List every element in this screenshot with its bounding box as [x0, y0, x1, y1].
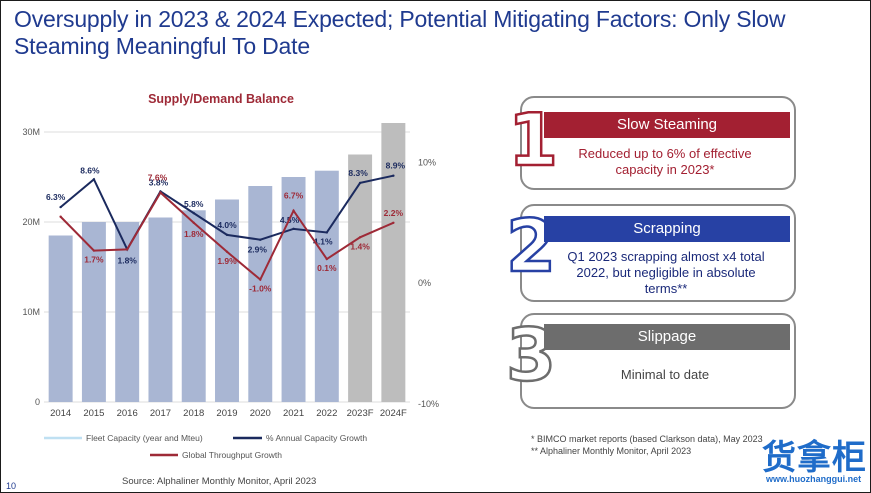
throughput-growth-data-label: -1.0% [249, 284, 272, 294]
capacity-growth-data-label: 8.3% [348, 168, 368, 178]
throughput-growth-data-label: 6.7% [284, 191, 304, 201]
y-left-tick-label: 0 [35, 397, 40, 407]
x-tick-label: 2018 [183, 408, 204, 419]
x-tick-label: 2015 [83, 408, 104, 419]
throughput-growth-point [192, 221, 195, 224]
throughput-growth-point [92, 249, 96, 252]
capacity-growth-point [92, 178, 96, 181]
y-left-tick-label: 20M [22, 217, 40, 227]
footnote-bimco: * BIMCO market reports (based Clarkson d… [531, 434, 763, 444]
capacity-growth-point [192, 211, 195, 215]
throughput-growth-data-label: 1.9% [217, 256, 237, 266]
capacity-growth-point [325, 231, 329, 234]
x-tick-label: 2014 [50, 408, 71, 419]
panel-text-slow-steaming: Reduced up to 6% of effective capacity i… [578, 146, 752, 177]
x-tick-label: 2022 [316, 408, 337, 419]
bar [115, 222, 140, 402]
panel-heading-scrapping: Scrapping [544, 216, 790, 242]
slide-title: Oversupply in 2023 & 2024 Expected; Pote… [14, 6, 786, 59]
chart-title: Supply/Demand Balance [148, 92, 294, 106]
bar [81, 222, 106, 402]
throughput-growth-point [225, 250, 229, 253]
bar [381, 123, 406, 402]
panel-slow-steaming [520, 96, 796, 190]
throughput-growth-data-label: 2.2% [384, 208, 404, 218]
capacity-growth-point [292, 227, 295, 231]
bar [148, 217, 173, 402]
y-left-tick-label: 30M [22, 127, 40, 137]
panel-heading-slow-steaming: Slow Steaming [544, 112, 790, 138]
capacity-growth-point [392, 174, 395, 177]
x-tick-label: 2020 [250, 408, 271, 419]
capacity-growth-data-label: 4.1% [313, 236, 333, 246]
capacity-growth-data-label: 5.8% [184, 199, 204, 209]
bar [248, 186, 273, 402]
y-right-tick-label: -10% [418, 399, 439, 409]
capacity-growth-point [59, 205, 62, 209]
throughput-growth-data-label: 7.6% [148, 173, 168, 183]
throughput-growth-point [292, 209, 295, 212]
bar [314, 170, 339, 402]
legend-label-capacity: % Annual Capacity Growth [266, 433, 367, 443]
y-right-tick-label: 0% [418, 278, 431, 288]
throughput-growth-point [325, 257, 329, 261]
capacity-growth-point [259, 238, 262, 241]
legend-label-throughput: Global Throughput Growth [182, 450, 282, 460]
capacity-growth-data-label: 6.3% [46, 192, 66, 202]
panel-text-scrapping: Q1 2023 scrapping almost x4 total 2022, … [567, 249, 765, 296]
logo-url: www.huozhanggui.net [766, 474, 862, 484]
throughput-growth-point [59, 215, 62, 218]
capacity-growth-point [225, 233, 229, 237]
x-tick-label: 2016 [117, 408, 138, 419]
bar [215, 199, 239, 402]
legend-label-fleet: Fleet Capacity (year and Mteu) [86, 433, 203, 443]
throughput-growth-data-label: 1.8% [184, 229, 204, 239]
capacity-growth-data-label: 8.9% [386, 161, 406, 171]
capacity-growth-data-label: 3.8% [149, 177, 169, 187]
throughput-growth-data-label: 1.4% [350, 241, 370, 251]
x-tick-label: 2021 [283, 408, 304, 419]
chart-source: Source: Alphaliner Monthly Monitor, Apri… [122, 476, 317, 487]
capacity-growth-data-label: 2.9% [248, 245, 268, 255]
y-right-tick-label: 10% [418, 157, 436, 167]
footnote-alphaliner: ** Alphaliner Monthly Monitor, April 202… [531, 446, 692, 456]
x-tick-label: 2024F [380, 408, 407, 419]
watermark-logo: 货拿柜 www.huozhanggui.net [762, 430, 870, 488]
throughput-growth-data-label: 1.7% [84, 255, 104, 265]
throughput-growth-point [358, 236, 362, 239]
capacity-growth-data-label: 4.0% [217, 220, 237, 230]
throughput-growth-point [259, 278, 262, 281]
page-number: 10 [6, 481, 17, 491]
logo-text: 货拿柜 [762, 439, 867, 477]
capacity-growth-data-label: 8.6% [80, 165, 100, 175]
bar [181, 210, 206, 402]
capacity-growth-data-label: 1.8% [117, 255, 137, 265]
throughput-growth-data-label: 0.1% [317, 263, 337, 273]
throughput-growth-point [125, 248, 129, 251]
throughput-growth-point [159, 191, 162, 194]
bar [281, 177, 306, 402]
throughput-growth-point [392, 221, 395, 224]
bar [348, 154, 373, 402]
bar [48, 235, 73, 402]
panel-text-slippage: Minimal to date [620, 367, 710, 382]
capacity-growth-point [358, 181, 362, 185]
panel-heading-slippage: Slippage [544, 324, 790, 350]
x-tick-label: 2019 [216, 408, 237, 419]
x-tick-label: 2017 [150, 408, 171, 419]
x-tick-label: 2023F [347, 408, 374, 419]
y-left-tick-label: 10M [22, 307, 40, 317]
